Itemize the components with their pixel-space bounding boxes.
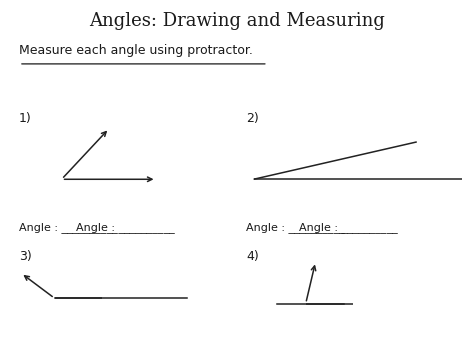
Text: Angle : __________: Angle : __________ <box>76 222 174 233</box>
Text: 2): 2) <box>246 112 259 125</box>
Text: 4): 4) <box>246 250 259 263</box>
Text: Angle : __________: Angle : __________ <box>299 222 397 233</box>
Text: Angle : __________: Angle : __________ <box>246 222 345 233</box>
Text: 1): 1) <box>19 112 32 125</box>
Text: Angle : __________: Angle : __________ <box>19 222 118 233</box>
Text: Measure each angle using protractor.: Measure each angle using protractor. <box>19 44 253 58</box>
Text: Angles: Drawing and Measuring: Angles: Drawing and Measuring <box>89 12 385 31</box>
Text: 3): 3) <box>19 250 32 263</box>
